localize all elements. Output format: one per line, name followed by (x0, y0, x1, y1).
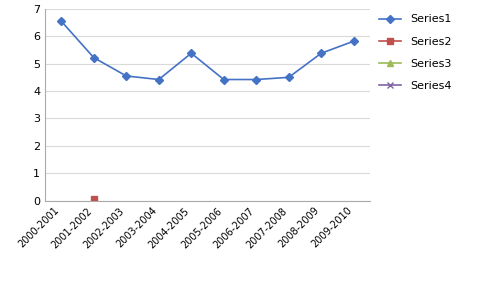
Legend: Series1, Series2, Series3, Series4: Series1, Series2, Series3, Series4 (379, 14, 452, 91)
